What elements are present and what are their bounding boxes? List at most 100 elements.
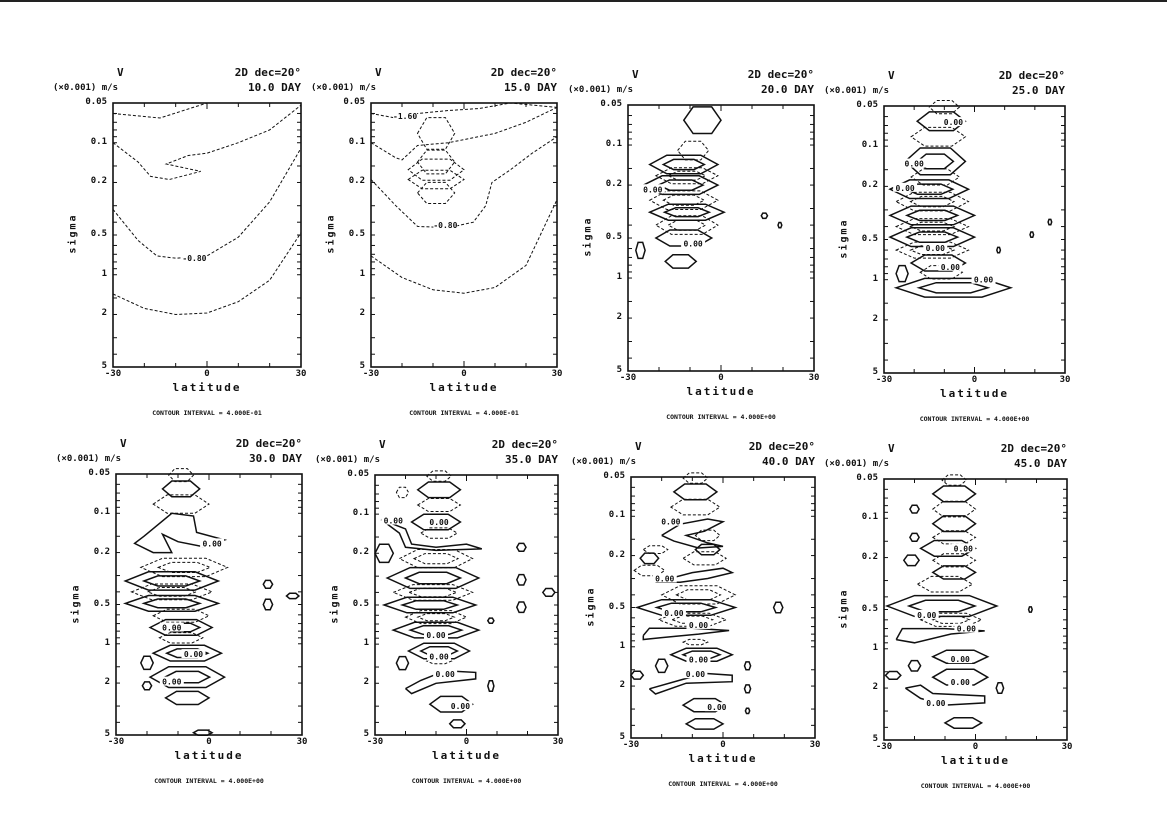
positive-contour-cell: [634, 598, 738, 617]
scan-border-line: [0, 0, 1167, 2]
y-tick-label: 1: [101, 268, 107, 279]
contour-label-background: [427, 651, 452, 661]
units-label: (×0.001) m/s: [56, 454, 122, 464]
x-tick-label: 0: [206, 737, 212, 747]
contour-label: 0.00: [643, 185, 662, 194]
contour-label: 0.00: [683, 240, 702, 249]
contour-label-background: [683, 669, 708, 679]
positive-contour-cell: [943, 716, 984, 729]
positive-contour-cell: [515, 542, 527, 552]
contour-label-background: [948, 654, 973, 664]
time-label: 35.0 DAY: [505, 453, 558, 466]
x-tick-label: -30: [622, 740, 640, 750]
y-tick-label: 0.5: [352, 599, 369, 609]
y-tick-label: 1: [872, 642, 878, 653]
y-tick-label: 0.1: [605, 139, 622, 150]
negative-contour-line: [370, 106, 558, 161]
positive-contour-cell: [448, 719, 467, 729]
y-tick-label: 0.2: [93, 546, 110, 557]
x-tick-label: 0: [463, 737, 470, 747]
y-tick-label: 0.5: [861, 233, 878, 244]
x-tick-label: 30: [809, 740, 821, 750]
positive-contour-cell: [744, 707, 751, 715]
negative-contour-cell-inner: [416, 613, 456, 622]
units-label: (×0.001) m/s: [824, 459, 890, 469]
positive-contour-cell: [1047, 218, 1053, 226]
x-tick-label: 0: [204, 369, 210, 379]
contour-label-background: [182, 253, 207, 263]
positive-contour-cell: [1029, 231, 1035, 239]
positive-contour-cell: [164, 690, 211, 706]
positive-contour-cell: [902, 554, 921, 567]
contour-label: -1.60: [393, 112, 417, 121]
negative-contour-cell: [669, 498, 721, 516]
y-axis-label: sigma: [67, 213, 79, 254]
contour-label: 0.00: [689, 621, 708, 630]
negative-contour-cell: [391, 584, 474, 601]
contour-label-background: [948, 677, 973, 687]
contour-label-background: [893, 182, 918, 192]
positive-contour-cell: [374, 543, 395, 564]
contour-plot: -1.60 -0.80: [370, 102, 558, 368]
positive-contour-cell: [915, 111, 967, 132]
positive-contour-line: [661, 518, 726, 549]
contour-interval-label: CONTOUR INTERVAL = 4.000E-01: [409, 409, 519, 417]
plot-frame: [883, 478, 1068, 741]
x-tick-label: 30: [295, 369, 307, 379]
x-tick-label: -30: [366, 737, 384, 747]
negative-contour-cell-inner: [931, 615, 971, 624]
contour-label: 0.00: [689, 655, 708, 664]
negative-contour-cell: [158, 632, 204, 644]
y-tick-label: 5: [619, 732, 625, 742]
contour-label: 0.00: [664, 609, 683, 618]
variable-label: V: [375, 66, 382, 79]
contour-label: 0.00: [951, 655, 970, 664]
variable-label: V: [117, 66, 124, 79]
contour-label-background: [923, 697, 948, 707]
y-tick-label: 0.05: [85, 97, 107, 107]
variable-label: V: [632, 68, 639, 81]
x-tick-label: 30: [1061, 742, 1073, 752]
contour-plot: 0.00 0.00 0.00 0.00 0.00 0.00: [374, 470, 559, 736]
y-tick-label: 0.2: [861, 180, 878, 191]
contour-label-background: [159, 622, 184, 632]
negative-contour-cell: [168, 468, 195, 483]
contour-label-background: [941, 117, 966, 127]
positive-contour-cell: [1027, 606, 1033, 613]
positive-contour-cell: [416, 481, 462, 499]
positive-contour-cell: [486, 617, 495, 625]
negative-contour-cell-inner: [156, 561, 212, 573]
positive-contour-cell: [630, 670, 645, 680]
contour-label: 0.00: [451, 702, 470, 711]
y-tick-label: 0.1: [93, 507, 110, 518]
contour-interval-label: CONTOUR INTERVAL = 4.000E+00: [920, 782, 1031, 790]
x-axis-label: latitude: [688, 752, 758, 765]
time-label: 10.0 DAY: [248, 81, 301, 94]
contour-label: 0.00: [655, 575, 674, 584]
time-label: 20.0 DAY: [761, 83, 814, 96]
variable-label: V: [888, 442, 895, 455]
contour-label: 0.00: [957, 625, 976, 634]
negative-contour-line: [112, 104, 302, 181]
y-axis-label: sigma: [585, 585, 597, 627]
contour-label-background: [433, 220, 458, 230]
run-label: 2D dec=20°: [747, 68, 814, 81]
contour-label-background: [433, 669, 458, 679]
contour-label-background: [923, 243, 948, 253]
x-axis-label: latitude: [432, 749, 501, 762]
contour-label: 0.00: [426, 631, 445, 640]
negative-contour-cell: [419, 527, 459, 539]
contour-label-background: [681, 238, 706, 248]
positive-contour-cell: [743, 661, 752, 671]
variable-label: V: [120, 437, 127, 450]
negative-contour-line: [112, 102, 208, 119]
variable-label: V: [888, 69, 895, 82]
positive-contour-cell-inner: [904, 231, 960, 244]
y-tick-label: 0.05: [88, 468, 110, 478]
negative-contour-cell: [416, 181, 456, 204]
y-tick-label: 0.5: [861, 603, 878, 614]
contour-label: 0.00: [926, 244, 945, 253]
y-tick-label: 0.5: [90, 229, 107, 239]
positive-contour-cell: [395, 655, 410, 671]
negative-contour-cell: [395, 486, 410, 499]
